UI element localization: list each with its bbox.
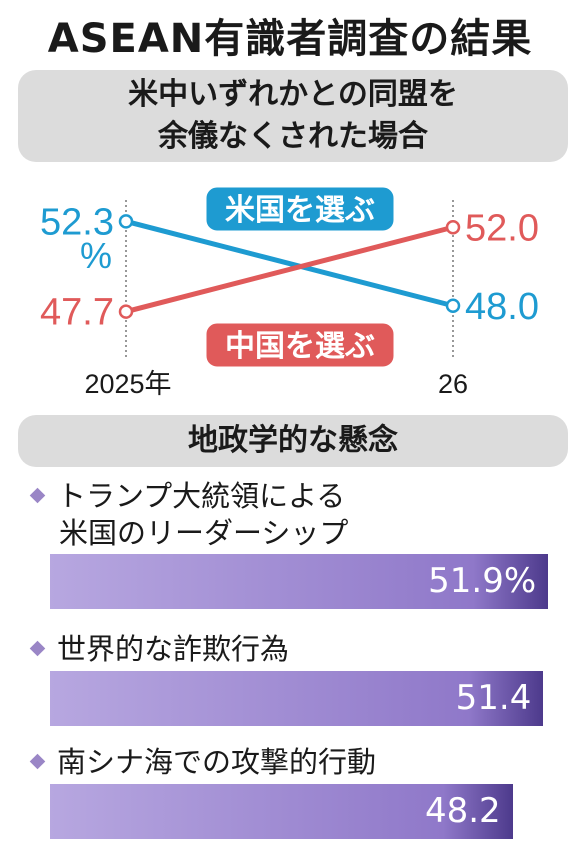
bar-chart-title: 地政学的な懸念 bbox=[18, 415, 568, 467]
bar-category-line: 米国のリーダーシップ bbox=[30, 515, 348, 552]
data-point-1-1 bbox=[447, 221, 459, 233]
bar-category-text: トランプ大統領による bbox=[57, 479, 345, 513]
bar-2: 48.2 bbox=[50, 784, 513, 839]
bar-category-text: 世界的な詐欺行為 bbox=[57, 632, 289, 666]
bar-category-text: 南シナ海での攻撃的行動 bbox=[57, 745, 376, 779]
diamond-bullet-icon bbox=[30, 641, 46, 657]
bar-category-label: トランプ大統領による 米国のリーダーシップ bbox=[30, 478, 348, 552]
bar-category-text: 米国のリーダーシップ bbox=[59, 516, 348, 550]
data-point-0-1 bbox=[447, 300, 459, 312]
series-name-0: 米国を選ぶ bbox=[225, 193, 375, 228]
bar-category-line: 世界的な詐欺行為 bbox=[30, 631, 289, 668]
data-label-1-0: 47.7 bbox=[40, 292, 114, 334]
series-line-1 bbox=[126, 227, 453, 311]
bar-value-label-1: 51.4 bbox=[456, 671, 532, 726]
bar-value-label-2: 48.2 bbox=[425, 784, 501, 839]
series-line-0 bbox=[126, 221, 453, 305]
data-label-0-1: 48.0 bbox=[465, 286, 539, 328]
bar-value-label-0: 51.9% bbox=[428, 554, 536, 609]
diamond-bullet-icon bbox=[30, 754, 46, 770]
bar-0: 51.9% bbox=[50, 554, 548, 609]
data-label-1-1: 52.0 bbox=[465, 207, 539, 249]
series-name-1: 中国を選ぶ bbox=[225, 329, 375, 364]
bar-category-line: 南シナ海での攻撃的行動 bbox=[30, 744, 376, 781]
x-tick-label-0: 2025年 bbox=[84, 369, 171, 399]
x-tick-label-1: 26 bbox=[438, 369, 468, 399]
bar-category-line: トランプ大統領による bbox=[30, 478, 348, 515]
bar-category-label: 世界的な詐欺行為 bbox=[30, 631, 289, 668]
bar-category-label: 南シナ海での攻撃的行動 bbox=[30, 744, 376, 781]
data-point-1-0 bbox=[120, 306, 132, 318]
data-point-0-0 bbox=[120, 215, 132, 227]
bar-1: 51.4 bbox=[50, 671, 543, 726]
unit-label: % bbox=[80, 235, 112, 276]
diamond-bullet-icon bbox=[30, 488, 46, 504]
